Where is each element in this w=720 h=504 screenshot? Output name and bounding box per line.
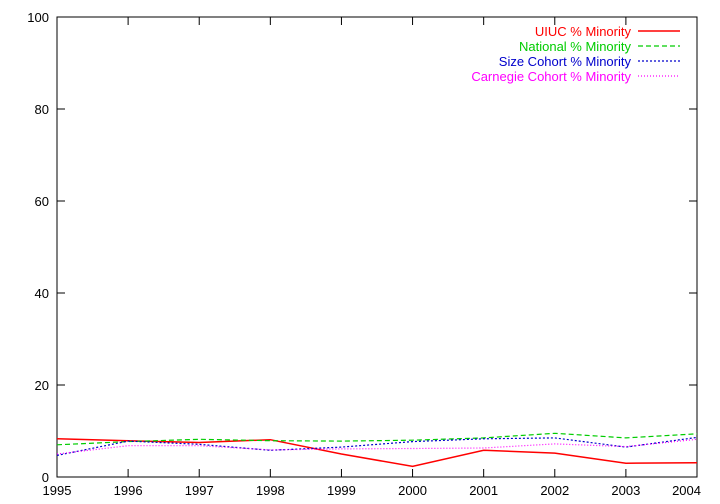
series-line-0 bbox=[56, 438, 698, 468]
y-tick-label: 20 bbox=[35, 378, 49, 393]
y-tick-label: 40 bbox=[35, 286, 49, 301]
y-tick-label: 80 bbox=[35, 102, 49, 117]
x-axis: 1995 1996 1997 1998 1999 2000 2001 2002 2003 2004 bbox=[43, 17, 701, 498]
legend-label-1: National % Minority bbox=[519, 39, 631, 54]
x-tick-label: 2000 bbox=[398, 483, 427, 498]
y-axis: 0 20 40 60 80 100 bbox=[27, 10, 697, 485]
y-tick-label: 0 bbox=[42, 470, 49, 485]
series-lines bbox=[56, 432, 698, 468]
x-tick-label: 2001 bbox=[469, 483, 498, 498]
x-tick-label: 1999 bbox=[327, 483, 356, 498]
x-tick-label: 1998 bbox=[256, 483, 285, 498]
y-tick-label: 60 bbox=[35, 194, 49, 209]
legend-label-3: Carnegie Cohort % Minority bbox=[471, 69, 631, 84]
series-line-1 bbox=[56, 432, 698, 446]
series-line-3 bbox=[56, 438, 698, 455]
y-tick-label: 100 bbox=[27, 10, 49, 25]
legend-label-0: UIUC % Minority bbox=[535, 24, 632, 39]
x-tick-label: 1995 bbox=[43, 483, 72, 498]
x-tick-label: 1996 bbox=[114, 483, 143, 498]
legend-label-2: Size Cohort % Minority bbox=[499, 54, 632, 69]
x-tick-label: 1997 bbox=[185, 483, 214, 498]
x-tick-label: 2002 bbox=[540, 483, 569, 498]
x-tick-label: 2004 bbox=[672, 483, 701, 498]
plot-area bbox=[56, 16, 698, 478]
x-tick-label: 2003 bbox=[611, 483, 640, 498]
series-line-2 bbox=[56, 436, 698, 456]
